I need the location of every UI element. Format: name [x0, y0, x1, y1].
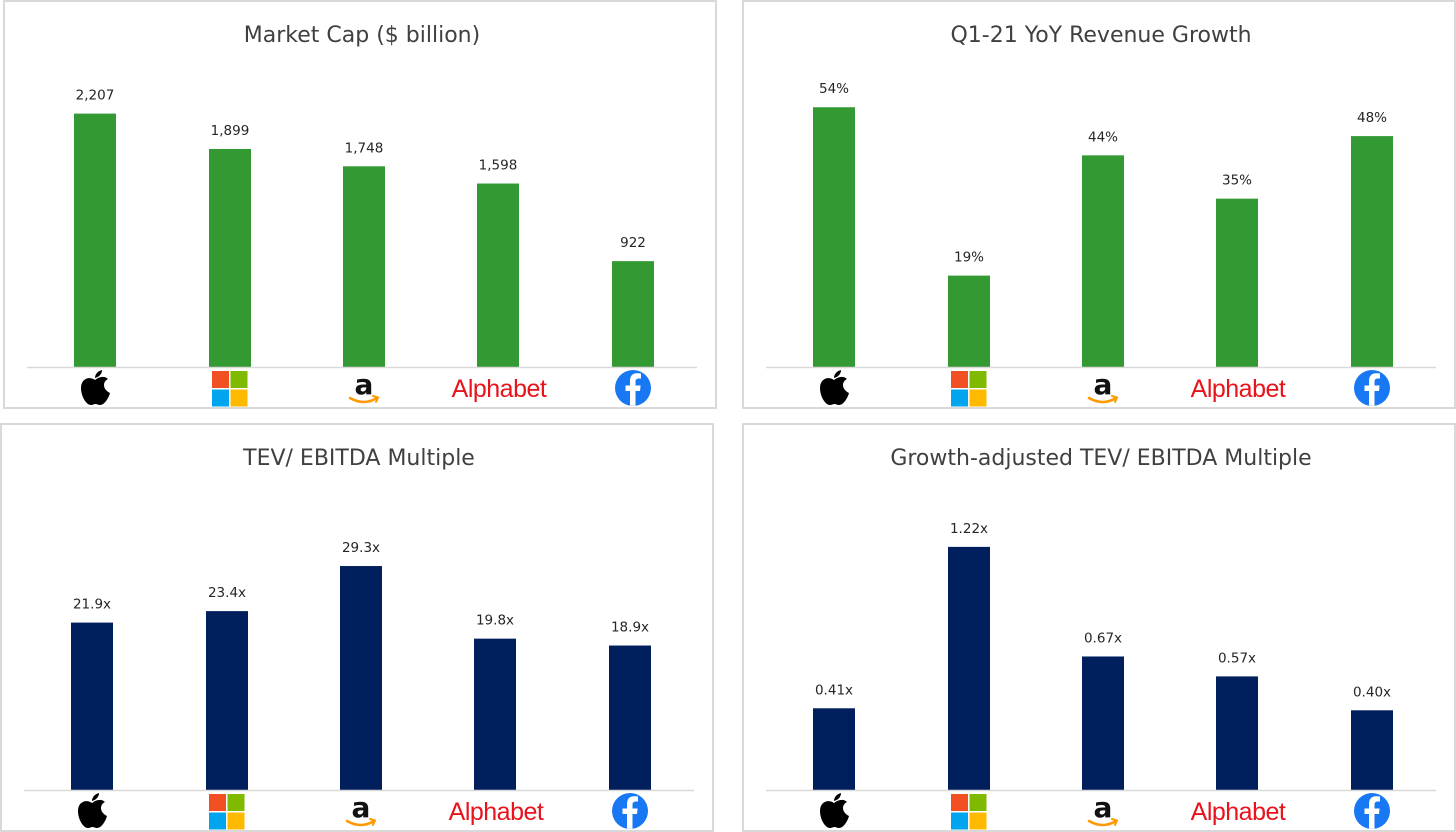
bar-alphabet — [477, 183, 519, 367]
data-label-microsoft: 1,899 — [211, 123, 250, 139]
bar-amazon — [1082, 155, 1124, 367]
data-label-apple: 2,207 — [76, 88, 115, 104]
bar-facebook — [1351, 710, 1393, 790]
data-label-amazon: 1,748 — [345, 140, 384, 156]
data-label-alphabet: 35% — [1222, 173, 1252, 189]
data-label-facebook: 18.9x — [611, 620, 649, 636]
amazon-icon: a — [348, 368, 380, 404]
chart-panel-market-cap: Market Cap ($ billion) 2,207 1,899 1,748 1,5… — [3, 0, 717, 409]
data-label-amazon: 29.3x — [342, 540, 380, 556]
data-label-apple: 54% — [819, 81, 849, 97]
microsoft-icon — [951, 371, 987, 407]
alphabet-logo: Alphabet — [1191, 375, 1287, 403]
bar-alphabet — [1216, 676, 1258, 790]
data-label-microsoft: 23.4x — [208, 585, 246, 601]
alphabet-logo: Alphabet — [1191, 798, 1287, 826]
svg-text:a: a — [355, 368, 374, 401]
chart-title: Q1-21 YoY Revenue Growth — [950, 23, 1251, 48]
market-cap-chart: Market Cap ($ billion) 2,207 1,899 1,748 1,5… — [27, 23, 697, 407]
bar-apple — [74, 113, 116, 368]
bar-apple — [71, 622, 113, 790]
apple-icon — [820, 370, 849, 405]
chart-panel-revenue-growth: Q1-21 YoY Revenue Growth 54% 19% 44% 35% 48% a… — [742, 0, 1456, 409]
facebook-icon — [615, 370, 651, 406]
data-label-facebook: 0.40x — [1353, 684, 1391, 700]
microsoft-icon — [209, 794, 245, 830]
data-label-apple: 0.41x — [815, 682, 853, 698]
bar-facebook — [609, 645, 651, 790]
svg-text:a: a — [1094, 368, 1113, 401]
amazon-icon: a — [1087, 791, 1119, 827]
alphabet-label: Alphabet — [452, 375, 547, 403]
svg-text:a: a — [352, 791, 371, 824]
alphabet-label: Alphabet — [1191, 375, 1286, 403]
chart-title: Market Cap ($ billion) — [244, 23, 480, 48]
bar-microsoft — [209, 148, 251, 367]
microsoft-icon — [212, 371, 248, 407]
chart-title: TEV/ EBITDA Multiple — [242, 446, 475, 471]
bar-amazon — [343, 166, 385, 367]
revenue-growth-chart: Q1-21 YoY Revenue Growth 54% 19% 44% 35% 48% a… — [766, 23, 1436, 407]
bar-amazon — [340, 566, 382, 790]
apple-icon — [78, 793, 107, 828]
bar-facebook — [1351, 136, 1393, 367]
tev-ebitda-chart: TEV/ EBITDA Multiple 21.9x 23.4x 29.3x 19.8x… — [24, 446, 694, 830]
chart-panel-tev-ebitda: TEV/ EBITDA Multiple 21.9x 23.4x 29.3x 19.8x… — [0, 423, 714, 832]
bar-facebook — [612, 261, 654, 367]
svg-text:a: a — [1094, 791, 1113, 824]
data-label-facebook: 922 — [620, 235, 646, 251]
amazon-icon: a — [345, 791, 377, 827]
bar-alphabet — [474, 638, 516, 790]
alphabet-logo: Alphabet — [449, 798, 545, 826]
growth-adjusted-chart: Growth-adjusted TEV/ EBITDA Multiple 0.41… — [766, 446, 1436, 830]
bar-microsoft — [948, 546, 990, 790]
bar-apple — [813, 708, 855, 790]
data-label-microsoft: 19% — [954, 250, 984, 266]
bar-microsoft — [948, 275, 990, 367]
alphabet-label: Alphabet — [1191, 798, 1286, 826]
alphabet-logo: Alphabet — [452, 375, 548, 403]
facebook-icon — [612, 793, 648, 829]
amazon-icon: a — [1087, 368, 1119, 404]
data-label-microsoft: 1.22x — [950, 521, 988, 537]
bar-amazon — [1082, 656, 1124, 790]
bar-apple — [813, 107, 855, 367]
chart-title: Growth-adjusted TEV/ EBITDA Multiple — [890, 446, 1311, 471]
apple-icon — [81, 370, 110, 405]
bar-alphabet — [1216, 198, 1258, 367]
data-label-alphabet: 0.57x — [1218, 650, 1256, 666]
data-label-alphabet: 19.8x — [476, 613, 514, 629]
chart-panel-growth-adjusted: Growth-adjusted TEV/ EBITDA Multiple 0.41… — [742, 423, 1456, 832]
apple-icon — [820, 793, 849, 828]
alphabet-label: Alphabet — [449, 798, 544, 826]
data-label-facebook: 48% — [1357, 110, 1387, 126]
data-label-apple: 21.9x — [73, 597, 111, 613]
data-label-alphabet: 1,598 — [479, 158, 518, 174]
facebook-icon — [1354, 370, 1390, 406]
bar-microsoft — [206, 611, 248, 790]
data-label-amazon: 0.67x — [1084, 630, 1122, 646]
facebook-icon — [1354, 793, 1390, 829]
data-label-amazon: 44% — [1088, 129, 1118, 145]
microsoft-icon — [951, 794, 987, 830]
